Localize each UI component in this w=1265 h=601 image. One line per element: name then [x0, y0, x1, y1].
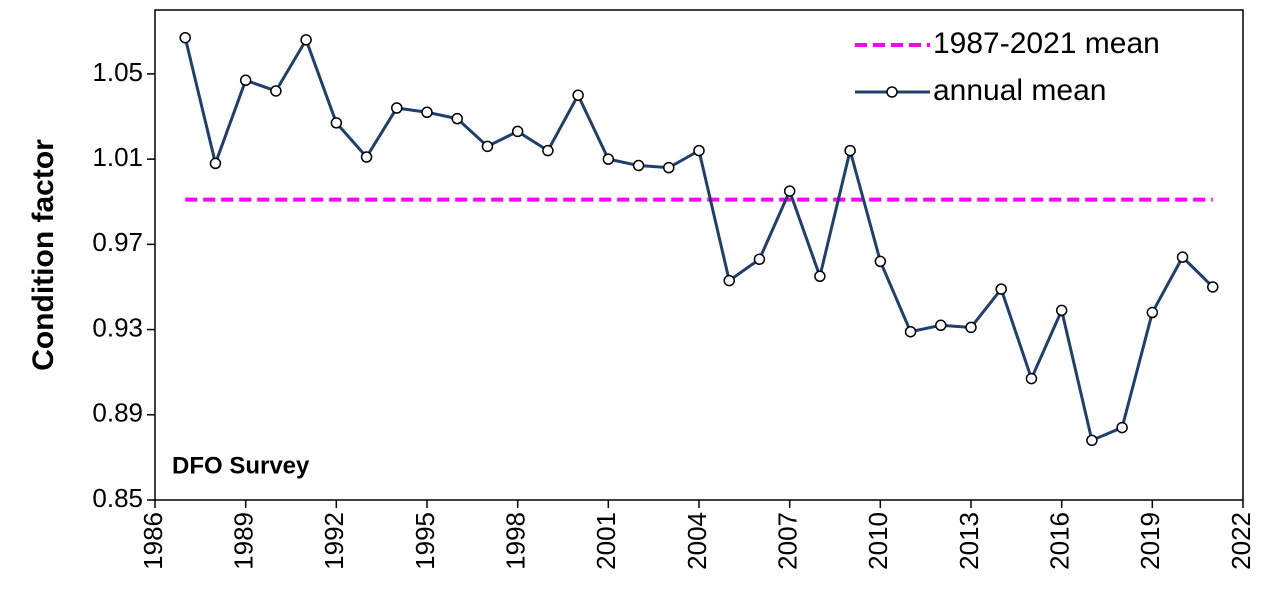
marker — [391, 102, 403, 114]
x-tick-label: 1995 — [410, 512, 440, 570]
marker — [602, 153, 615, 165]
marker — [783, 185, 796, 197]
x-tick-label: 2016 — [1045, 512, 1075, 570]
marker — [179, 31, 191, 44]
marker — [270, 85, 282, 97]
marker — [481, 140, 494, 153]
x-tick-label: 2022 — [1226, 512, 1256, 570]
y-axis-label: Condition factor — [27, 139, 60, 371]
marker — [572, 89, 584, 101]
y-tick-label: 0.89 — [92, 398, 143, 428]
marker — [663, 161, 675, 174]
marker — [421, 106, 433, 119]
marker — [451, 112, 463, 125]
marker — [935, 319, 947, 332]
marker — [1146, 306, 1159, 319]
marker — [1055, 304, 1068, 317]
y-tick-label: 0.85 — [92, 483, 143, 513]
marker — [874, 255, 887, 268]
x-tick-label: 2004 — [682, 512, 712, 570]
legend-label: 1987-2021 mean — [933, 27, 1160, 60]
y-tick-label: 1.01 — [92, 142, 143, 172]
x-tick-label: 2013 — [954, 512, 984, 570]
annotation: DFO Survey — [172, 452, 310, 479]
marker — [239, 74, 252, 87]
x-tick-label: 1998 — [501, 512, 531, 570]
x-tick-label: 1989 — [229, 512, 259, 570]
x-tick-label: 1992 — [319, 512, 349, 570]
marker — [723, 274, 735, 287]
marker — [995, 283, 1007, 295]
marker — [330, 117, 343, 129]
marker — [1116, 421, 1128, 434]
x-tick-label: 2019 — [1135, 512, 1165, 570]
marker — [1176, 251, 1189, 263]
legend-label: annual mean — [933, 74, 1106, 107]
y-tick-label: 0.97 — [92, 227, 143, 257]
x-tick-label: 2010 — [863, 512, 893, 570]
marker — [1207, 281, 1219, 293]
marker — [753, 253, 766, 266]
marker — [965, 321, 977, 334]
legend-marker — [886, 86, 898, 98]
y-tick-label: 1.05 — [92, 57, 143, 87]
marker — [1025, 372, 1038, 385]
marker — [904, 325, 917, 338]
marker — [632, 159, 645, 172]
marker — [693, 144, 705, 157]
marker — [1086, 434, 1098, 447]
y-tick-label: 0.93 — [92, 312, 143, 342]
x-tick-label: 2007 — [773, 512, 803, 570]
marker — [511, 125, 524, 138]
x-tick-label: 1986 — [138, 512, 168, 570]
marker — [209, 157, 222, 170]
marker — [542, 144, 554, 157]
marker — [360, 151, 373, 163]
marker — [300, 34, 312, 46]
marker — [844, 144, 856, 157]
marker — [814, 270, 826, 283]
x-tick-label: 2001 — [591, 512, 621, 570]
